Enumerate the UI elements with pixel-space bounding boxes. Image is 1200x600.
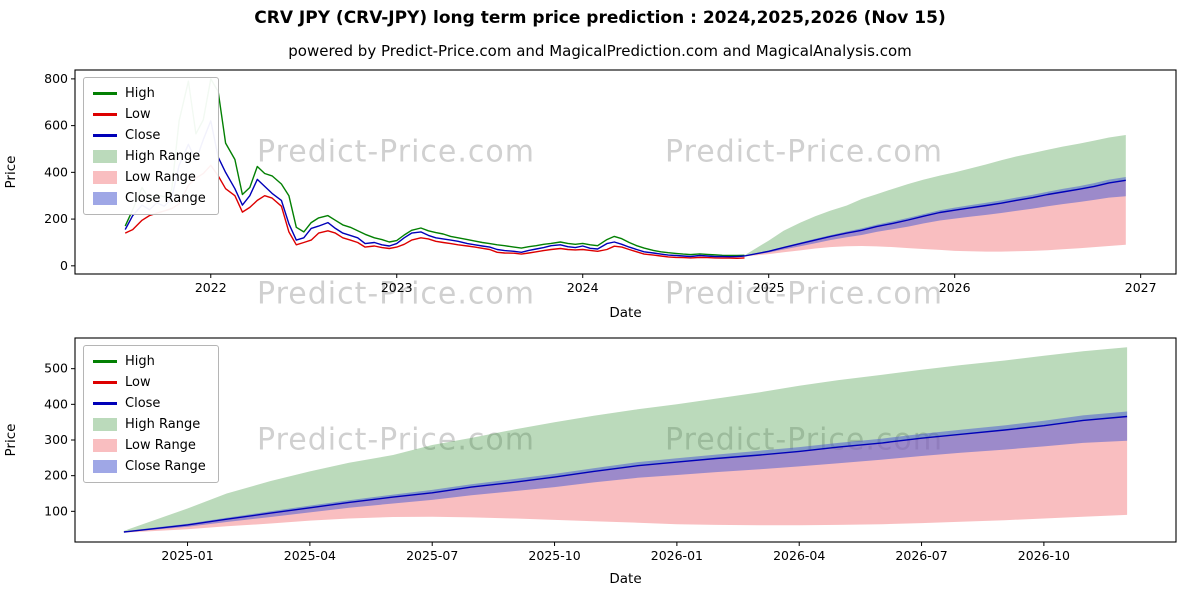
legend-line-swatch bbox=[93, 402, 117, 405]
close-prediction-line bbox=[744, 179, 1126, 257]
legend-label: Low Range bbox=[125, 170, 196, 185]
x-axis-label: Date bbox=[609, 305, 641, 321]
legend-line-swatch bbox=[93, 134, 117, 137]
legend: High Low Close High Range Low Range Close Ran… bbox=[83, 77, 219, 215]
legend-label: Low bbox=[125, 107, 151, 122]
legend-patch-swatch bbox=[93, 439, 117, 452]
x-tick-label: 2025-01 bbox=[161, 548, 213, 563]
legend-label: Low Range bbox=[125, 438, 196, 453]
legend-label: High bbox=[125, 86, 155, 101]
legend-line-swatch bbox=[93, 360, 117, 363]
x-tick-label: 2025 bbox=[753, 280, 785, 295]
legend-item-close: Close bbox=[93, 395, 206, 412]
legend-item-low-range: Low Range bbox=[93, 169, 206, 186]
close-range-band bbox=[123, 411, 1128, 533]
y-tick-label: 500 bbox=[44, 361, 68, 376]
x-axis-label: Date bbox=[609, 571, 641, 587]
x-axis: 2022 2023 2024 2025 2026 2027 bbox=[195, 274, 1157, 295]
x-tick-label: 2025-04 bbox=[284, 548, 336, 563]
y-tick-label: 0 bbox=[60, 258, 68, 273]
close-range-band bbox=[744, 177, 1126, 257]
x-tick-label: 2025-07 bbox=[406, 548, 458, 563]
high-range-band bbox=[123, 347, 1128, 532]
x-tick-label: 2026-07 bbox=[895, 548, 947, 563]
y-tick-label: 400 bbox=[44, 396, 68, 411]
x-tick-label: 2026-10 bbox=[1018, 548, 1070, 563]
legend-line-swatch bbox=[93, 113, 117, 116]
legend-label: High Range bbox=[125, 417, 201, 432]
y-tick-label: 400 bbox=[44, 164, 68, 179]
y-tick-label: 200 bbox=[44, 211, 68, 226]
x-tick-label: 2025-10 bbox=[528, 548, 580, 563]
x-tick-label: 2026-01 bbox=[651, 548, 703, 563]
legend-item-high: High bbox=[93, 353, 206, 370]
x-tick-label: 2026-04 bbox=[773, 548, 825, 563]
x-tick-label: 2026 bbox=[939, 280, 971, 295]
y-tick-label: 300 bbox=[44, 432, 68, 447]
legend-label: Close Range bbox=[125, 459, 206, 474]
legend-item-close: Close bbox=[93, 127, 206, 144]
y-axis-label: Price bbox=[3, 424, 19, 457]
x-tick-label: 2027 bbox=[1125, 280, 1157, 295]
y-axis: 100 200 300 400 500 bbox=[44, 361, 75, 518]
x-axis: 2025-01 2025-04 2025-07 2025-10 2026-01 2026-… bbox=[161, 542, 1070, 563]
legend-item-high-range: High Range bbox=[93, 148, 206, 165]
legend-item-high: High bbox=[93, 85, 206, 102]
y-tick-label: 200 bbox=[44, 468, 68, 483]
y-tick-label: 100 bbox=[44, 503, 68, 518]
legend-item-low: Low bbox=[93, 374, 206, 391]
legend-patch-swatch bbox=[93, 460, 117, 473]
legend-patch-swatch bbox=[93, 171, 117, 184]
legend: High Low Close High Range Low Range Close Ran… bbox=[83, 345, 219, 483]
legend-item-low: Low bbox=[93, 106, 206, 123]
legend-label: High bbox=[125, 354, 155, 369]
legend-label: Close Range bbox=[125, 191, 206, 206]
high-range-band bbox=[744, 135, 1126, 256]
page-title: CRV JPY (CRV-JPY) long term price predic… bbox=[254, 8, 946, 28]
legend-item-close-range: Close Range bbox=[93, 190, 206, 207]
y-tick-label: 800 bbox=[44, 71, 68, 86]
close-prediction-line bbox=[123, 415, 1128, 533]
legend-patch-swatch bbox=[93, 192, 117, 205]
y-tick-label: 600 bbox=[44, 118, 68, 133]
high-line bbox=[124, 78, 745, 257]
x-tick-label: 2023 bbox=[381, 280, 413, 295]
legend-line-swatch bbox=[93, 92, 117, 95]
low-line bbox=[124, 164, 745, 260]
legend-label: Low bbox=[125, 375, 151, 390]
long-term-chart: Predict-Price.com Predict-Price.com Predic… bbox=[0, 62, 1200, 324]
legend-label: Close bbox=[125, 128, 161, 143]
legend-patch-swatch bbox=[93, 418, 117, 431]
y-axis-label: Price bbox=[3, 156, 19, 189]
legend-line-swatch bbox=[93, 381, 117, 384]
legend-item-high-range: High Range bbox=[93, 416, 206, 433]
prediction-detail-chart: Predict-Price.comPredict-Price.com2025-0… bbox=[0, 330, 1200, 590]
legend-item-low-range: Low Range bbox=[93, 437, 206, 454]
legend-label: High Range bbox=[125, 149, 201, 164]
legend-item-close-range: Close Range bbox=[93, 458, 206, 475]
x-tick-label: 2022 bbox=[195, 280, 227, 295]
page-subtitle: powered by Predict-Price.com and Magical… bbox=[288, 42, 912, 60]
legend-patch-swatch bbox=[93, 150, 117, 163]
close-history-line bbox=[124, 120, 745, 258]
prediction-detail-svg: 2025-01 2025-04 2025-07 2025-10 2026-01 2026-… bbox=[3, 337, 1177, 587]
x-tick-label: 2024 bbox=[567, 280, 599, 295]
y-axis: 0 200 400 600 800 bbox=[44, 71, 75, 273]
long-term-history-and-prediction-svg: 2022 2023 2024 2025 2026 2027 0 200 400 600 800 Dat… bbox=[3, 69, 1177, 321]
legend-label: Close bbox=[125, 396, 161, 411]
